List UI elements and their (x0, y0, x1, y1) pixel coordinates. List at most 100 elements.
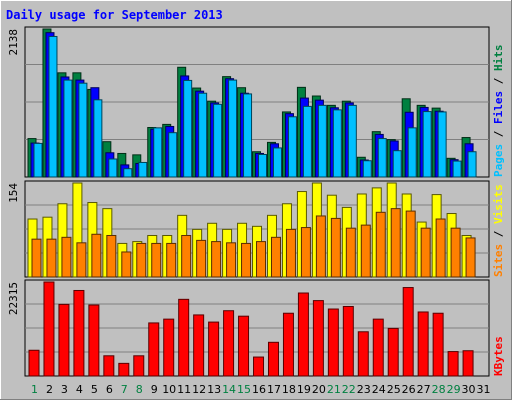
legend-sites: Sites (492, 244, 505, 277)
bar-kbytes-day-22 (342, 305, 354, 377)
bar-pages-day-8 (138, 161, 148, 178)
chart-title: Daily usage for September 2013 (6, 8, 223, 22)
bar-kbytes-day-11 (178, 298, 190, 377)
bar-sites-day-25 (390, 208, 401, 278)
day-label-11: 11 (177, 383, 191, 396)
panel-kbytes: 22315 KBytes (7, 279, 505, 377)
day-label-20: 20 (312, 383, 326, 396)
day-label-16: 16 (252, 383, 266, 396)
bar-pages-day-16 (258, 154, 268, 178)
day-label-5: 5 (91, 383, 98, 396)
bar-kbytes-day-26 (402, 287, 414, 377)
bar-kbytes-day-1 (28, 349, 40, 377)
day-label-28: 28 (432, 383, 446, 396)
chart-panels: 2138 Pages / Files / Hits 154 Sites / Visit… (7, 26, 505, 377)
bar-sites-day-24 (375, 211, 386, 278)
bar-kbytes-day-7 (118, 362, 130, 377)
legend: Pages / Files / Hits (492, 45, 505, 178)
bar-sites-day-5 (91, 233, 102, 278)
bar-sites-day-12 (196, 239, 207, 278)
bar-pages-day-29 (452, 160, 462, 178)
day-label-10: 10 (162, 383, 176, 396)
bar-sites-day-27 (420, 227, 431, 278)
day-label-30: 30 (462, 383, 476, 396)
day-label-12: 12 (192, 383, 206, 396)
bar-kbytes-day-19 (297, 292, 309, 377)
day-label-25: 25 (387, 383, 401, 396)
bar-pages-day-2 (48, 35, 58, 178)
bar-kbytes-day-29 (447, 351, 459, 377)
bar-pages-day-17 (272, 147, 282, 178)
bar-kbytes-day-20 (312, 300, 324, 377)
bar-pages-day-15 (243, 93, 253, 178)
bar-sites-day-30 (465, 237, 476, 278)
bar-sites-day-19 (300, 227, 311, 278)
bar-pages-day-18 (287, 116, 297, 178)
bar-kbytes-day-24 (372, 318, 384, 377)
bar-sites-day-10 (166, 242, 177, 278)
bar-kbytes-day-21 (327, 308, 339, 377)
day-label-15: 15 (237, 383, 251, 396)
bar-sites-day-3 (61, 236, 72, 278)
legend-visits: Visits (492, 184, 505, 224)
bar-sites-day-15 (241, 242, 252, 278)
legend-separator: / (492, 71, 505, 91)
day-label-24: 24 (372, 383, 386, 396)
bar-pages-day-3 (63, 79, 73, 178)
bar-kbytes-day-6 (103, 355, 115, 377)
bar-kbytes-day-10 (163, 318, 175, 377)
legend-separator: / (492, 124, 505, 144)
bar-pages-day-26 (407, 127, 417, 178)
bar-sites-day-28 (435, 218, 446, 278)
bar-kbytes-day-30 (462, 350, 474, 377)
bar-kbytes-day-17 (267, 341, 279, 377)
day-label-4: 4 (76, 383, 83, 396)
day-label-6: 6 (106, 383, 113, 396)
bar-pages-day-19 (302, 105, 312, 178)
bar-pages-day-1 (33, 142, 43, 178)
day-label-9: 9 (151, 383, 158, 396)
bar-sites-day-9 (151, 242, 162, 278)
bar-kbytes-day-15 (238, 315, 250, 377)
bar-sites-day-17 (270, 236, 281, 278)
bar-kbytes-day-28 (432, 312, 444, 377)
bar-pages-day-9 (153, 127, 163, 178)
day-label-13: 13 (207, 383, 221, 396)
bar-sites-day-11 (181, 234, 192, 278)
bar-kbytes-day-8 (133, 355, 145, 377)
bar-kbytes-day-25 (387, 327, 399, 377)
bar-kbytes-day-2 (43, 281, 55, 377)
y-max-label: 154 (7, 183, 20, 203)
bar-sites-day-29 (450, 227, 461, 278)
bar-pages-day-28 (437, 111, 447, 178)
series-pages (33, 35, 477, 178)
bar-kbytes-day-3 (58, 303, 70, 377)
bar-pages-day-10 (168, 132, 178, 178)
bar-sites-day-1 (31, 238, 42, 278)
bar-pages-day-30 (467, 151, 477, 178)
y-max-label: 22315 (7, 282, 20, 315)
bar-kbytes-day-13 (208, 321, 220, 377)
day-label-1: 1 (31, 383, 38, 396)
day-label-17: 17 (267, 383, 281, 396)
day-label-14: 14 (222, 383, 236, 396)
bar-pages-day-24 (377, 138, 387, 178)
day-label-23: 23 (357, 383, 371, 396)
bar-pages-day-20 (317, 104, 327, 178)
bar-sites-day-2 (46, 238, 57, 278)
bar-kbytes-day-12 (193, 314, 205, 377)
bar-pages-day-21 (332, 109, 342, 178)
bar-sites-day-26 (405, 210, 416, 278)
bar-sites-day-14 (226, 242, 237, 278)
day-label-22: 22 (342, 383, 356, 396)
day-label-31: 31 (477, 383, 491, 396)
bar-sites-day-8 (136, 242, 147, 278)
bar-kbytes-day-4 (73, 289, 85, 377)
legend-hits: Hits (492, 45, 505, 72)
bar-sites-day-4 (76, 242, 87, 278)
day-label-18: 18 (282, 383, 296, 396)
bar-pages-day-6 (108, 158, 118, 178)
panel-hits-files-pages: 2138 Pages / Files / Hits (7, 26, 505, 178)
bar-pages-day-5 (93, 99, 103, 178)
